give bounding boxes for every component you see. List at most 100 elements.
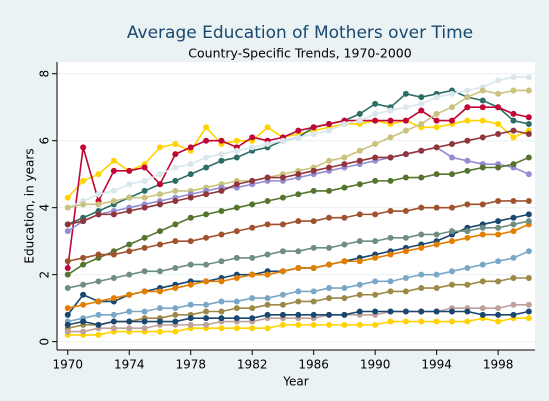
series-marker (203, 301, 210, 308)
series-marker (172, 187, 179, 194)
series-marker (402, 208, 409, 215)
series-marker (279, 268, 286, 275)
series-marker (203, 308, 210, 315)
series-marker (341, 154, 348, 161)
series-marker (464, 157, 471, 164)
series-marker (326, 321, 333, 328)
series-marker (233, 181, 240, 188)
series-marker (249, 254, 256, 261)
series-marker (510, 228, 517, 235)
series-marker (402, 90, 409, 97)
series-marker (203, 261, 210, 268)
series-marker (172, 164, 179, 171)
series-marker (356, 281, 363, 288)
series-marker (341, 120, 348, 127)
series-marker (80, 328, 87, 335)
series-marker (449, 90, 456, 97)
series-marker (510, 110, 517, 117)
series-marker (187, 238, 194, 245)
series-marker (464, 308, 471, 315)
series-marker (510, 301, 517, 308)
series-marker (141, 187, 148, 194)
series-marker (95, 331, 102, 338)
series-marker (418, 100, 425, 107)
series-marker (64, 221, 71, 228)
series-marker (464, 167, 471, 174)
series-marker (172, 328, 179, 335)
series-marker (418, 285, 425, 292)
series-marker (156, 305, 163, 312)
series-marker (295, 127, 302, 134)
series-marker (203, 278, 210, 285)
series-marker (356, 181, 363, 188)
series-marker (172, 305, 179, 312)
y-tick-label: 6 (38, 137, 52, 145)
series-marker (449, 308, 456, 315)
series-marker (372, 278, 379, 285)
series-marker (326, 311, 333, 318)
series-marker (218, 325, 225, 332)
x-axis-label: Year (282, 375, 308, 389)
series-marker (64, 194, 71, 201)
series-marker (449, 117, 456, 124)
series-marker (433, 117, 440, 124)
series-marker (356, 117, 363, 124)
series-marker (326, 261, 333, 268)
series-marker (141, 288, 148, 295)
series-marker (264, 271, 271, 278)
series-marker (310, 298, 317, 305)
series-marker (172, 238, 179, 245)
series-marker (233, 254, 240, 261)
series-marker (449, 204, 456, 211)
series-marker (310, 321, 317, 328)
x-tick-label: 1986 (298, 358, 329, 372)
series-marker (449, 228, 456, 235)
series-marker (264, 197, 271, 204)
series-marker (402, 308, 409, 315)
series-marker (126, 167, 133, 174)
series-marker (126, 194, 133, 201)
series-marker (387, 134, 394, 141)
series-marker (110, 318, 117, 325)
series-marker (187, 301, 194, 308)
series-marker (341, 214, 348, 221)
series-marker (418, 308, 425, 315)
series-marker (510, 127, 517, 134)
series-marker (387, 234, 394, 241)
series-marker (433, 124, 440, 131)
series-marker (310, 187, 317, 194)
series-marker (356, 291, 363, 298)
series-marker (110, 167, 117, 174)
series-marker (233, 305, 240, 312)
series-marker (156, 288, 163, 295)
series-marker (126, 308, 133, 315)
series-marker (495, 311, 502, 318)
series-marker (433, 318, 440, 325)
series-marker (233, 204, 240, 211)
series-marker (80, 301, 87, 308)
series-marker (95, 251, 102, 258)
series-marker (233, 275, 240, 281)
series-marker (464, 318, 471, 325)
series-marker (295, 218, 302, 225)
x-tick-label: 1990 (360, 358, 391, 372)
series-marker (203, 191, 210, 198)
series-marker (510, 134, 517, 141)
series-marker (172, 151, 179, 158)
series-marker (326, 244, 333, 251)
series-marker (80, 261, 87, 268)
series-marker (356, 308, 363, 315)
series-marker (372, 117, 379, 124)
series-marker (233, 325, 240, 332)
series-marker (418, 147, 425, 154)
series-marker (372, 308, 379, 315)
series-marker (525, 74, 532, 81)
series-marker (372, 211, 379, 218)
series-marker (341, 311, 348, 318)
series-marker (295, 191, 302, 198)
series-marker (126, 325, 133, 332)
series-marker (279, 301, 286, 308)
x-tick-label: 1998 (483, 358, 514, 372)
series-marker (510, 161, 517, 168)
series-marker (156, 171, 163, 178)
